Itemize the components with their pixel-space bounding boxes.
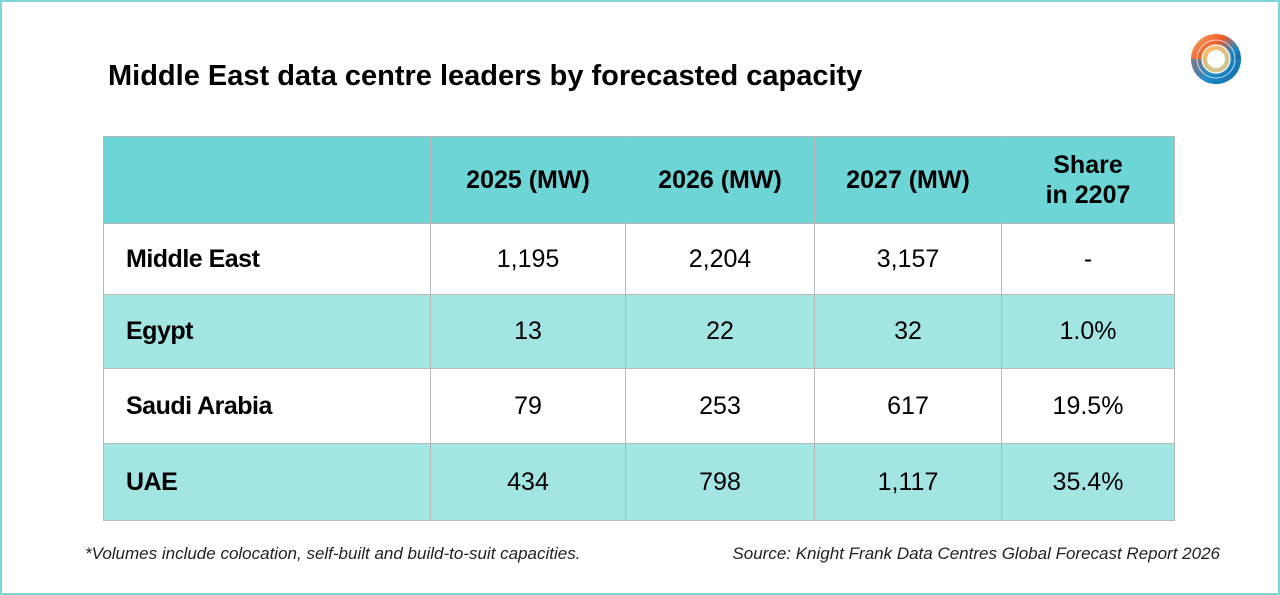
cell-2026: 22 bbox=[625, 294, 815, 369]
table-row: Egypt 13 22 32 1.0% bbox=[103, 294, 1175, 369]
cell-2025: 434 bbox=[430, 443, 626, 521]
column-header-2025: 2025 (MW) bbox=[430, 136, 626, 224]
cell-2026: 253 bbox=[625, 368, 815, 444]
row-name: Egypt bbox=[103, 294, 431, 369]
row-name: UAE bbox=[103, 443, 431, 521]
cell-share: 19.5% bbox=[1001, 368, 1175, 444]
cell-2026: 2,204 bbox=[625, 223, 815, 295]
brand-logo-icon bbox=[1191, 34, 1241, 84]
cell-share: 1.0% bbox=[1001, 294, 1175, 369]
row-name: Saudi Arabia bbox=[103, 368, 431, 444]
cell-2025: 13 bbox=[430, 294, 626, 369]
column-header-share: Share in 2207 bbox=[1001, 136, 1175, 224]
cell-share: - bbox=[1001, 223, 1175, 295]
column-header-2026: 2026 (MW) bbox=[625, 136, 815, 224]
capacity-table: 2025 (MW) 2026 (MW) 2027 (MW) Share in 2… bbox=[103, 136, 1175, 521]
column-header-2027: 2027 (MW) bbox=[814, 136, 1002, 224]
cell-2027: 617 bbox=[814, 368, 1002, 444]
page-title: Middle East data centre leaders by forec… bbox=[108, 60, 863, 92]
row-name: Middle East bbox=[103, 223, 431, 295]
source-note: Source: Knight Frank Data Centres Global… bbox=[732, 544, 1220, 563]
table-row: Middle East 1,195 2,204 3,157 - bbox=[103, 223, 1175, 295]
cell-2026: 798 bbox=[625, 443, 815, 521]
cell-2025: 79 bbox=[430, 368, 626, 444]
cell-share: 35.4% bbox=[1001, 443, 1175, 521]
cell-2025: 1,195 bbox=[430, 223, 626, 295]
table-row: UAE 434 798 1,117 35.4% bbox=[103, 443, 1175, 521]
cell-2027: 3,157 bbox=[814, 223, 1002, 295]
table-row: Saudi Arabia 79 253 617 19.5% bbox=[103, 368, 1175, 444]
column-header-region bbox=[103, 136, 431, 224]
footnote: *Volumes include colocation, self-built … bbox=[85, 544, 581, 563]
table-header-row: 2025 (MW) 2026 (MW) 2027 (MW) Share in 2… bbox=[103, 136, 1175, 224]
cell-2027: 32 bbox=[814, 294, 1002, 369]
cell-2027: 1,117 bbox=[814, 443, 1002, 521]
